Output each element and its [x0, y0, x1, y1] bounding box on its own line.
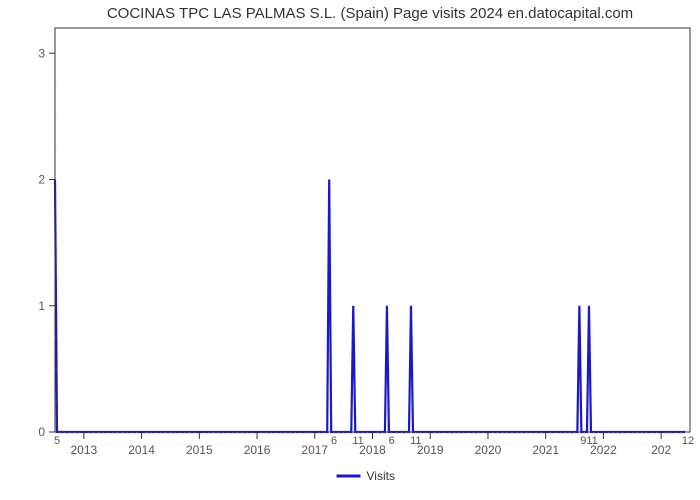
x-year-label: 2020	[475, 443, 502, 457]
x-year-label: 2015	[186, 443, 213, 457]
x-year-label: 2017	[301, 443, 328, 457]
legend-label: Visits	[367, 469, 395, 483]
chart-title: COCINAS TPC LAS PALMAS S.L. (Spain) Page…	[107, 5, 633, 22]
x-edge-right-label: 12	[682, 435, 694, 447]
visits-series-line	[55, 180, 685, 433]
y-tick-label: 0	[38, 425, 45, 439]
x-year-label: 202	[651, 443, 671, 457]
x-year-label: 2016	[244, 443, 271, 457]
x-inline-label: 6	[331, 435, 337, 447]
plot-border	[55, 28, 690, 432]
x-inline-label: 11	[352, 435, 363, 447]
legend: Visits	[337, 469, 395, 483]
y-tick-label: 2	[38, 173, 45, 187]
x-edge-left-label: 5	[54, 435, 60, 447]
page-visits-chart: COCINAS TPC LAS PALMAS S.L. (Spain) Page…	[0, 0, 700, 500]
y-tick-label: 3	[38, 46, 45, 60]
x-inline-label: 11	[410, 435, 421, 447]
x-year-label: 2014	[128, 443, 155, 457]
x-inline-label: 6	[389, 435, 395, 447]
chart-svg: COCINAS TPC LAS PALMAS S.L. (Spain) Page…	[0, 0, 700, 500]
x-inline-label: 911	[580, 435, 598, 447]
x-year-label: 2013	[71, 443, 98, 457]
x-year-label: 2021	[532, 443, 559, 457]
y-tick-label: 1	[38, 299, 45, 313]
plot-area	[55, 28, 690, 432]
